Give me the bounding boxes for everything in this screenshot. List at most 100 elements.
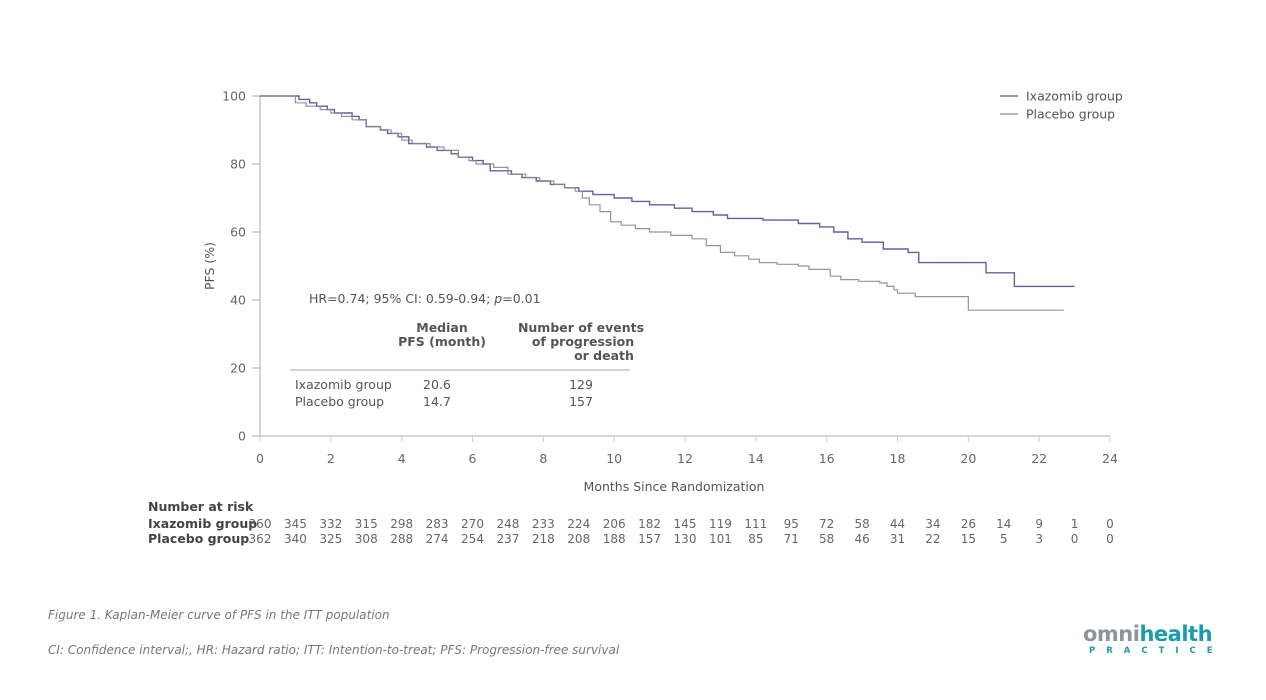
risk-value: 22 [925, 532, 940, 546]
x-axis-title: Months Since Randomization [584, 479, 765, 494]
risk-value: 9 [1035, 517, 1043, 531]
x-tick-label: 20 [960, 451, 976, 466]
table-events: 157 [569, 394, 593, 409]
table-group-label: Ixazomib group [295, 377, 392, 392]
risk-value: 14 [996, 517, 1011, 531]
risk-value: 345 [284, 517, 307, 531]
risk-value: 0 [1071, 532, 1079, 546]
risk-value: 224 [567, 517, 590, 531]
table-median-pfs: 20.6 [423, 377, 451, 392]
median-pfs-header: PFS (month) [398, 334, 486, 349]
risk-value: 288 [390, 532, 413, 546]
y-tick-label: 100 [222, 89, 246, 104]
risk-value: 233 [532, 517, 555, 531]
table-events: 129 [569, 377, 593, 392]
annotation-box: HR=0.74; 95% CI: 0.59-0.94; p=0.01 Median… [290, 291, 644, 409]
survival-curves [260, 95, 1075, 311]
x-tick-label: 10 [606, 451, 622, 466]
risk-value: 182 [638, 517, 661, 531]
risk-value: 26 [961, 517, 976, 531]
risk-row-label: Placebo group [148, 531, 249, 546]
risk-value: 130 [674, 532, 697, 546]
risk-value: 362 [249, 532, 272, 546]
risk-value: 340 [284, 532, 307, 546]
risk-value: 101 [709, 532, 732, 546]
risk-value: 71 [784, 532, 799, 546]
legend: Ixazomib group Placebo group [1000, 89, 1123, 122]
risk-value: 0 [1106, 517, 1114, 531]
y-axis-title: PFS (%) [202, 242, 217, 290]
logo-subtitle: PRACTICE [1089, 646, 1224, 656]
events-header: or death [574, 348, 634, 363]
risk-value: 332 [319, 517, 342, 531]
risk-value: 85 [748, 532, 763, 546]
median-pfs-header: Median [416, 320, 467, 335]
number-at-risk-title: Number at risk [148, 499, 254, 514]
y-tick-label: 60 [230, 225, 246, 240]
x-tick-label: 0 [256, 451, 264, 466]
risk-value: 0 [1106, 532, 1114, 546]
risk-value: 188 [603, 532, 626, 546]
p-value: =0.01 [502, 291, 540, 306]
logo-health: health [1139, 622, 1213, 646]
y-tick-label: 20 [230, 361, 246, 376]
table-group-label: Placebo group [295, 394, 384, 409]
abbreviations-caption: CI: Confidence interval;, HR: Hazard rat… [48, 643, 620, 657]
risk-value: 360 [249, 517, 272, 531]
omnihealth-logo: omnihealth PRACTICE [1083, 622, 1218, 658]
risk-value: 208 [567, 532, 590, 546]
risk-value: 58 [819, 532, 834, 546]
legend-label: Placebo group [1026, 107, 1115, 122]
risk-row-label: Ixazomib group [148, 516, 257, 531]
y-tick-label: 80 [230, 157, 246, 172]
events-header: Number of events [518, 320, 644, 335]
risk-value: 31 [890, 532, 905, 546]
risk-value: 254 [461, 532, 484, 546]
risk-value: 298 [390, 517, 413, 531]
risk-value: 58 [854, 517, 869, 531]
km-curve-placebo [260, 95, 1064, 311]
risk-value: 1 [1071, 517, 1079, 531]
x-tick-label: 18 [890, 451, 906, 466]
risk-value: 248 [496, 517, 519, 531]
risk-value: 34 [925, 517, 940, 531]
table-median-pfs: 14.7 [423, 394, 451, 409]
x-tick-label: 14 [748, 451, 764, 466]
x-tick-label: 12 [677, 451, 693, 466]
risk-value: 111 [744, 517, 767, 531]
risk-value: 315 [355, 517, 378, 531]
x-tick-label: 22 [1031, 451, 1047, 466]
figure-caption: Figure 1. Kaplan-Meier curve of PFS in t… [48, 608, 390, 622]
risk-value: 119 [709, 517, 732, 531]
risk-value: 218 [532, 532, 555, 546]
x-tick-label: 6 [469, 451, 477, 466]
y-tick-label: 0 [238, 429, 246, 444]
risk-value: 3 [1035, 532, 1043, 546]
risk-value: 325 [319, 532, 342, 546]
risk-value: 72 [819, 517, 834, 531]
x-tick-label: 4 [398, 451, 406, 466]
risk-value: 206 [603, 517, 626, 531]
logo-omni: omni [1083, 622, 1140, 646]
y-tick-label: 40 [230, 293, 246, 308]
risk-value: 157 [638, 532, 661, 546]
risk-value: 237 [496, 532, 519, 546]
risk-value: 145 [674, 517, 697, 531]
x-tick-label: 2 [327, 451, 335, 466]
events-header: of progression [532, 334, 634, 349]
logo-wordmark: omnihealth [1083, 622, 1213, 646]
risk-value: 95 [784, 517, 799, 531]
risk-value: 46 [854, 532, 869, 546]
x-tick-label: 16 [819, 451, 835, 466]
risk-value: 283 [426, 517, 449, 531]
risk-value: 308 [355, 532, 378, 546]
risk-value: 270 [461, 517, 484, 531]
risk-value: 274 [426, 532, 449, 546]
risk-value: 15 [961, 532, 976, 546]
x-tick-label: 8 [539, 451, 547, 466]
km-curve-ixazomib [260, 95, 1075, 288]
p-symbol: p [493, 291, 502, 306]
